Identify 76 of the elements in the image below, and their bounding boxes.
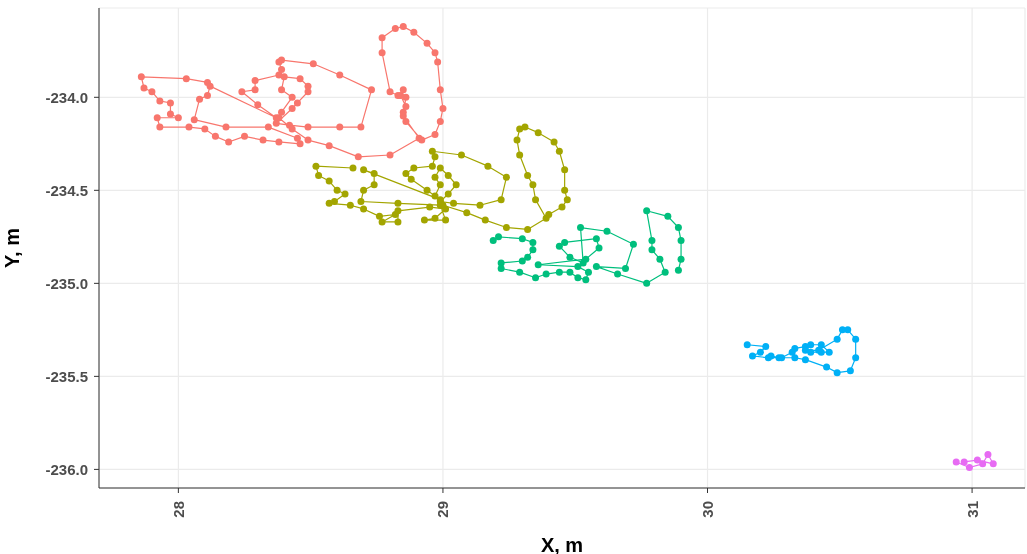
- x-tick-label: 30: [699, 501, 717, 518]
- point: [984, 451, 992, 459]
- point: [674, 224, 682, 232]
- point: [952, 458, 960, 466]
- point: [495, 233, 502, 241]
- point: [497, 264, 505, 272]
- point: [825, 348, 833, 356]
- point: [648, 246, 656, 254]
- point: [833, 335, 841, 343]
- point: [852, 335, 860, 343]
- point: [489, 237, 497, 245]
- point: [555, 268, 563, 276]
- point: [561, 238, 569, 246]
- point: [524, 253, 532, 261]
- y-tick-label: -234.0: [45, 88, 88, 106]
- x-tick-label: 29: [434, 501, 452, 518]
- point: [595, 244, 603, 252]
- point: [852, 354, 860, 362]
- point: [965, 464, 973, 472]
- point: [542, 270, 550, 278]
- point: [579, 259, 587, 267]
- y-tick-label: -235.5: [45, 367, 88, 385]
- point: [566, 268, 574, 276]
- point: [497, 259, 505, 267]
- point: [823, 363, 831, 371]
- point: [844, 326, 852, 334]
- y-tick-label: -234.5: [45, 181, 88, 199]
- point: [614, 270, 622, 278]
- point: [582, 276, 590, 284]
- point: [534, 261, 542, 269]
- point: [629, 240, 637, 248]
- point: [577, 224, 585, 232]
- point: [677, 237, 685, 245]
- point: [817, 341, 825, 349]
- point: [762, 343, 770, 351]
- y-axis-title: Y, m: [1, 227, 24, 269]
- point: [661, 268, 669, 276]
- point: [518, 257, 526, 265]
- x-tick-label: 31: [963, 501, 981, 518]
- point: [529, 238, 537, 246]
- point: [743, 341, 751, 349]
- point: [592, 263, 600, 271]
- point: [592, 235, 600, 243]
- point: [516, 268, 524, 276]
- point: [989, 460, 997, 468]
- point: [979, 460, 987, 468]
- point: [555, 242, 563, 250]
- point: [584, 268, 592, 276]
- point: [973, 456, 981, 464]
- point: [643, 207, 651, 215]
- point: [622, 264, 629, 272]
- point: [748, 352, 756, 360]
- point: [960, 458, 968, 466]
- point: [574, 274, 582, 282]
- y-tick-label: -235.0: [45, 274, 88, 292]
- point: [801, 356, 809, 364]
- y-tick-label: -236.0: [45, 460, 88, 478]
- point: [656, 255, 664, 263]
- point: [529, 246, 537, 254]
- point: [574, 263, 582, 271]
- point: [664, 212, 672, 220]
- point: [532, 274, 540, 282]
- point: [677, 255, 685, 263]
- point: [518, 235, 526, 243]
- x-tick-label: 28: [169, 501, 187, 518]
- point: [846, 367, 854, 375]
- point: [603, 227, 611, 235]
- point: [807, 341, 815, 349]
- point: [756, 348, 764, 356]
- point: [791, 344, 799, 352]
- point: [648, 237, 656, 245]
- point: [566, 253, 574, 261]
- point: [833, 369, 841, 377]
- point: [674, 266, 682, 274]
- point: [791, 354, 799, 362]
- point: [643, 279, 651, 287]
